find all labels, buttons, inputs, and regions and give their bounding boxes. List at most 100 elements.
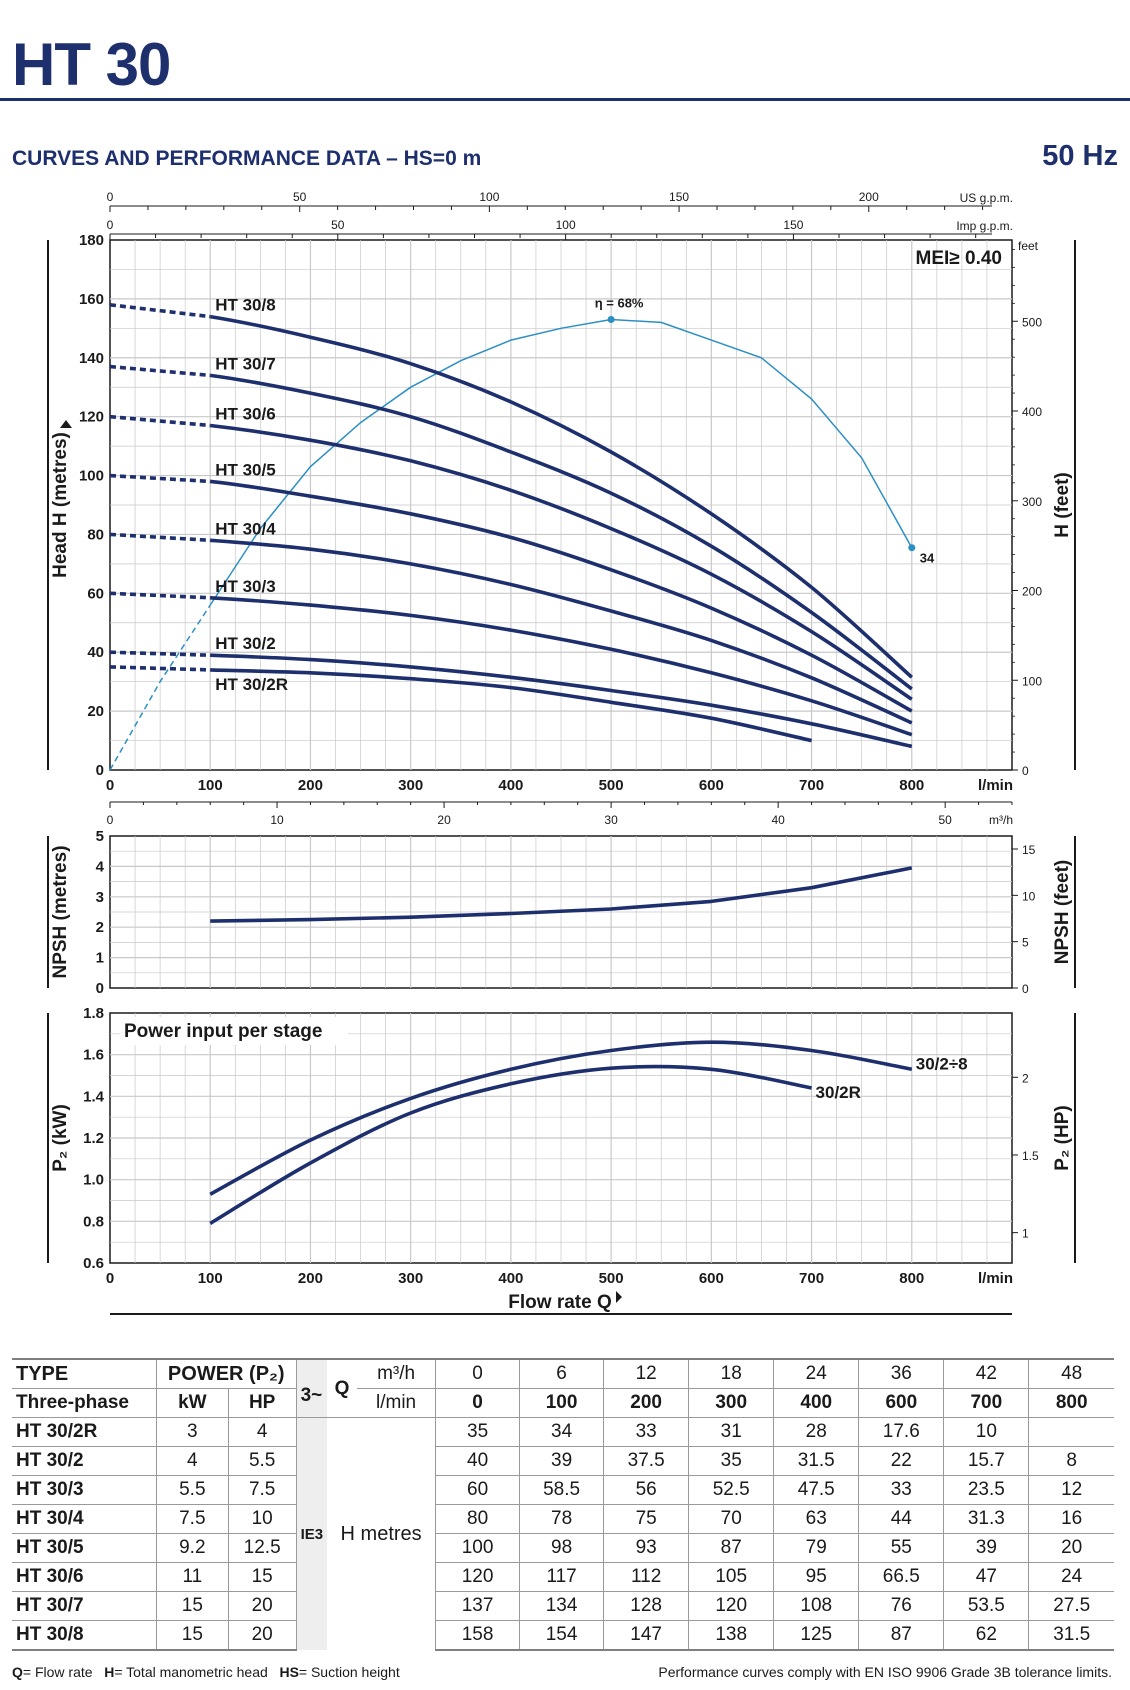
power-tick-label: 0.6: [83, 1255, 104, 1272]
head-curve: [210, 653, 913, 749]
table-row: HT 30/6 11 15 120 117 112 105 95 66.5 47 24: [12, 1562, 1114, 1592]
row-type: HT 30/6: [12, 1562, 157, 1592]
row-value: 8: [1028, 1446, 1114, 1476]
head-curve: [209, 423, 913, 701]
row-value: 60: [435, 1475, 520, 1505]
row-value: 31.5: [773, 1446, 859, 1476]
row-value: 137: [435, 1591, 520, 1621]
row-value: 16: [1028, 1504, 1114, 1534]
row-hp: 7.5: [227, 1475, 297, 1505]
x-tick-label: 800: [899, 1270, 924, 1287]
row-value: 76: [858, 1591, 944, 1621]
row-value: 27.5: [1028, 1591, 1114, 1621]
row-value: 100: [435, 1533, 520, 1563]
table-header-row: Three-phase kW HP l/min 0 100 200 300 400 600 700 8…: [12, 1388, 1114, 1418]
m3h-tick-label: 50: [939, 813, 953, 827]
row-value: 34: [519, 1417, 604, 1447]
lmin-value: 100: [519, 1388, 604, 1418]
x-tick-label: 200: [298, 1270, 323, 1287]
efficiency-peak-label: η = 68%: [595, 296, 644, 311]
three-phase-header: Three-phase: [12, 1388, 157, 1418]
mei-annotation: MEI≥ 0.40: [916, 248, 1002, 269]
row-value: 52.5: [688, 1475, 774, 1505]
row-value: 31: [688, 1417, 774, 1447]
row-value: 134: [519, 1591, 604, 1621]
y-tick-label: 0: [96, 762, 104, 779]
row-hp: 10: [227, 1504, 297, 1534]
series-label: HT 30/6: [215, 405, 275, 424]
table-row: HT 30/5 9.2 12.5 100 98 93 87 79 55 39 20: [12, 1533, 1114, 1563]
row-value: 117: [519, 1562, 604, 1592]
head-curve: [209, 373, 913, 691]
lmin-value: 400: [773, 1388, 859, 1418]
npsh-tick-label: 0: [96, 980, 104, 997]
row-value: 75: [603, 1504, 689, 1534]
us-tick-label: 0: [107, 190, 114, 204]
head-curve-dashed: [109, 303, 211, 319]
power-tick-label: 1.0: [83, 1172, 104, 1189]
row-hp: 20: [227, 1591, 297, 1621]
table-row: HT 30/2R 3 4 IE3 H metres 35 34 33 31 28 17.6 10: [12, 1417, 1114, 1650]
m3h-value: 36: [858, 1358, 944, 1389]
x-tick-label: 500: [599, 777, 624, 794]
row-kw: 11: [155, 1562, 229, 1592]
row-value: 35: [688, 1446, 774, 1476]
right-tick-label: 400: [1022, 405, 1042, 419]
row-value: 39: [943, 1533, 1029, 1563]
efficiency-end-label: 34: [920, 551, 935, 566]
row-type: HT 30/5: [12, 1533, 157, 1563]
lmin-value: 800: [1028, 1388, 1114, 1418]
npsh-right-tick-label: 0: [1022, 982, 1029, 996]
x-tick-label: 700: [799, 1270, 824, 1287]
row-value: 80: [435, 1504, 520, 1534]
m3h-value: 48: [1028, 1358, 1114, 1389]
efficiency-peak-marker: [607, 316, 615, 323]
right-tick-label: 300: [1022, 495, 1042, 509]
right-tick-label: 200: [1022, 585, 1042, 599]
row-hp: 15: [227, 1562, 297, 1592]
row-type: HT 30/2R: [12, 1417, 157, 1447]
row-value: 108: [773, 1591, 859, 1621]
head-curve: [210, 538, 913, 725]
row-value: 37.5: [603, 1446, 689, 1476]
head-label-cell: H metres: [327, 1417, 436, 1650]
power-right-tick-label: 1.5: [1022, 1149, 1039, 1163]
efficiency-curve-dashed: [109, 604, 211, 771]
series-label: HT 30/5: [215, 460, 275, 479]
row-kw: 3: [155, 1417, 229, 1447]
row-value: 87: [688, 1533, 774, 1563]
m3h-tick-label: 40: [771, 813, 785, 827]
row-value: 24: [1028, 1562, 1114, 1592]
m3h-value: 0: [435, 1358, 520, 1389]
y-tick-label: 20: [87, 703, 104, 720]
head-curve-dashed: [109, 591, 211, 600]
table-row: HT 30/4 7.5 10 80 78 75 70 63 44 31.3 16: [12, 1504, 1114, 1534]
row-kw: 4: [155, 1446, 229, 1476]
row-value: 112: [603, 1562, 689, 1592]
right-tick-label: 0: [1022, 764, 1029, 778]
lmin-value: 300: [688, 1388, 774, 1418]
m3h-value: 18: [688, 1358, 774, 1389]
x-tick-label: 300: [398, 777, 423, 794]
power-curve: [209, 1064, 812, 1225]
row-value: 53.5: [943, 1591, 1029, 1621]
row-value: 79: [773, 1533, 859, 1563]
row-value: 39: [519, 1446, 604, 1476]
us-tick-label: 100: [479, 190, 499, 204]
row-type: HT 30/4: [12, 1504, 157, 1534]
m3h-value: 42: [943, 1358, 1029, 1389]
x-unit-label: l/min: [978, 777, 1013, 794]
power-series-label: 30/2÷8: [916, 1054, 968, 1073]
lmin-value: 700: [943, 1388, 1029, 1418]
row-value: 10: [943, 1417, 1029, 1447]
power-y-label: P₂ (kW): [50, 1104, 71, 1172]
row-value: 33: [858, 1475, 944, 1505]
efficiency-class-label: IE3: [300, 1526, 324, 1543]
phase-header: 3~: [295, 1358, 328, 1418]
row-hp: 4: [227, 1417, 297, 1447]
x-tick-label: 600: [699, 1270, 724, 1287]
row-value: 17.6: [858, 1417, 944, 1447]
us-unit-label: US g.p.m.: [960, 191, 1013, 205]
row-value: 55: [858, 1533, 944, 1563]
x-tick-label: 0: [106, 777, 114, 794]
